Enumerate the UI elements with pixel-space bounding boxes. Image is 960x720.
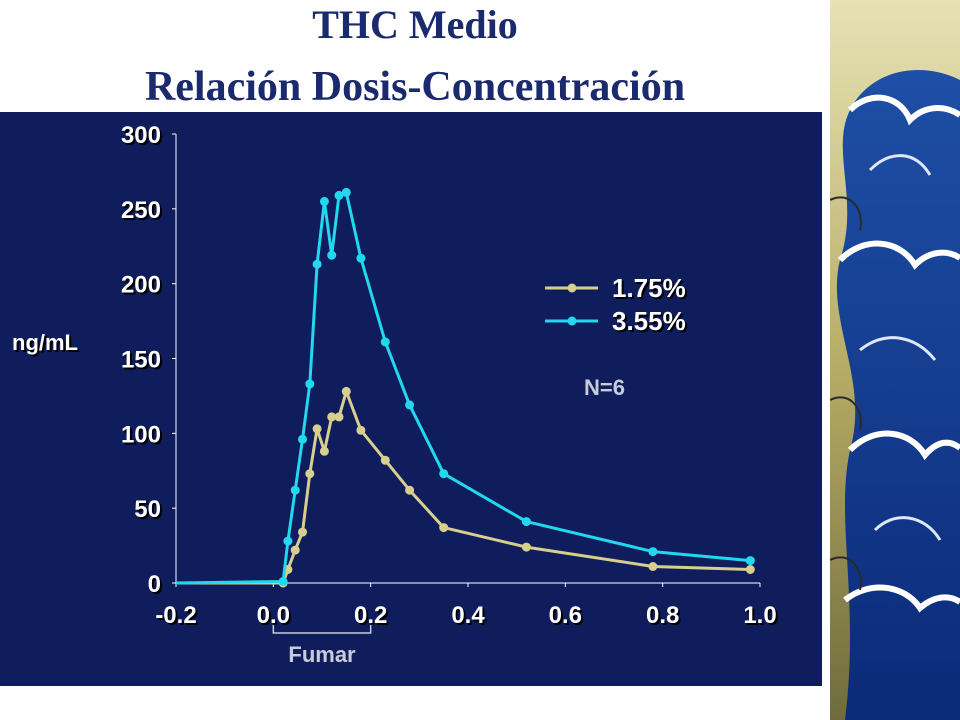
y-tick-label-shadow: 0 <box>150 573 163 600</box>
x-tick-label: 0.2 <box>354 602 387 629</box>
data-point <box>341 386 351 396</box>
y-tick-label-shadow: 250 <box>123 199 163 226</box>
x-tick-label-shadow: 0.8 <box>648 604 681 631</box>
x-tick-label-shadow: 0.4 <box>453 604 487 631</box>
x-tick-label-shadow: 0.2 <box>356 604 389 631</box>
n-label: N=6 <box>584 375 625 400</box>
x-tick-label: 0.8 <box>646 602 679 629</box>
y-tick-label-shadow: 50 <box>136 498 163 525</box>
data-point <box>298 527 307 537</box>
y-tick-label: 0 <box>148 571 161 598</box>
chart-panel: 0 0 50 50 100 100 150 150 200 200 250 250 300 300 -0.2… <box>0 112 822 686</box>
y-tick-label: 50 <box>134 496 161 523</box>
x-tick-label: 0.4 <box>451 602 485 629</box>
data-point <box>305 379 315 389</box>
data-point <box>298 434 307 444</box>
data-point <box>334 412 344 422</box>
y-tick-label: 200 <box>121 272 161 299</box>
data-point <box>648 547 658 557</box>
x-tick-label: 0.0 <box>257 602 290 629</box>
data-point <box>319 446 329 456</box>
y-tick-label-shadow: 300 <box>123 124 163 151</box>
data-point <box>312 424 322 434</box>
x-tick-label-shadow: 1.0 <box>745 604 778 631</box>
data-point <box>439 469 449 479</box>
data-point <box>319 196 329 206</box>
y-tick-label-shadow: 200 <box>123 274 163 301</box>
legend-label-shadow: 1.75% <box>614 275 688 305</box>
y-tick-label-shadow: 100 <box>123 423 163 450</box>
y-tick-label: 100 <box>121 421 161 448</box>
labels-layer: 005050100100150150200200250250300300-0.2… <box>12 122 779 631</box>
x-tick-label-shadow: 0.0 <box>259 604 292 631</box>
data-point <box>305 469 315 479</box>
data-point <box>327 412 337 422</box>
y-axis-label: ng/mL <box>12 330 78 355</box>
data-point <box>745 565 755 574</box>
data-point <box>283 536 293 546</box>
fumar-bracket <box>272 625 372 634</box>
y-tick-label: 150 <box>121 347 161 374</box>
legend-swatch-marker <box>567 283 577 293</box>
data-point <box>278 577 288 586</box>
slide-title-line-1: THC Medio <box>312 2 518 47</box>
data-point <box>356 253 366 263</box>
data-point <box>521 517 531 527</box>
y-tick-label: 300 <box>121 122 161 149</box>
data-point <box>341 187 351 197</box>
y-tick-label-shadow: 150 <box>123 349 163 376</box>
data-point <box>648 562 658 571</box>
data-point <box>356 425 366 435</box>
data-point <box>405 400 415 410</box>
data-point <box>439 523 449 533</box>
fumar-label: Fumar <box>288 642 356 667</box>
legend-label-shadow: 3.55% <box>614 308 688 338</box>
data-point <box>380 337 390 347</box>
series-line <box>176 389 751 585</box>
y-axis-label-shadow: ng/mL <box>14 332 80 357</box>
legend-label: 3.55% <box>612 306 686 336</box>
data-point <box>405 485 415 495</box>
pk-line-chart: 005050100100150150200200250250300300-0.2… <box>12 122 779 667</box>
x-tick-label-shadow: 0.6 <box>551 604 584 631</box>
chart-axes <box>172 133 761 587</box>
chart-annotations: N=6 Fumar <box>272 375 625 667</box>
chart-legend: 1.75%1.75%3.55%3.55% <box>545 273 688 338</box>
data-point <box>380 455 390 465</box>
legend-label: 1.75% <box>612 273 686 303</box>
x-tick-label-shadow: -0.2 <box>157 604 198 631</box>
series-layer <box>175 187 755 588</box>
x-tick-label: -0.2 <box>155 602 196 629</box>
series-2 <box>175 187 755 586</box>
y-tick-label: 250 <box>121 197 161 224</box>
data-point <box>521 542 531 552</box>
x-tick-label: 0.6 <box>549 602 582 629</box>
x-tick-label: 1.0 <box>743 602 776 629</box>
data-point <box>334 190 344 200</box>
data-point <box>327 250 337 260</box>
wave-artwork-strip <box>830 0 960 720</box>
wave-artwork-image <box>830 0 960 720</box>
data-point <box>312 259 322 269</box>
data-point <box>290 545 300 555</box>
slide-title-line-2: Relación Dosis-Concentración <box>144 64 686 110</box>
legend-swatch-marker <box>567 316 577 326</box>
data-point <box>290 485 300 495</box>
series-line <box>175 190 751 585</box>
data-point <box>745 556 755 566</box>
